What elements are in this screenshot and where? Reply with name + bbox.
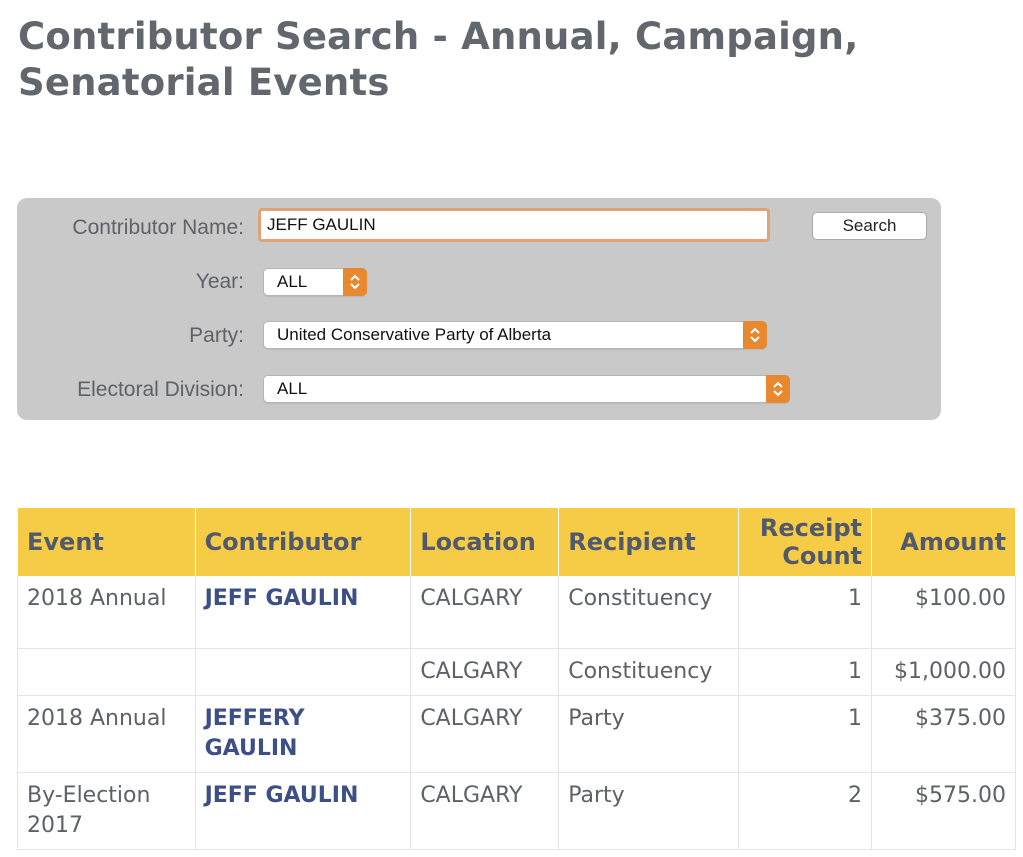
table-row: 2018 Annual JEFFERY GAULIN CALGARY Party… [17,695,1016,773]
party-select-value: United Conservative Party of Alberta [277,325,552,344]
cell-location: CALGARY [410,695,560,773]
cell-location: CALGARY [410,648,560,696]
header-recipient[interactable]: Recipient [558,508,740,576]
header-amount[interactable]: Amount [871,508,1016,576]
cell-location: CALGARY [410,772,560,850]
chevron-up-down-icon [343,268,367,296]
cell-event [17,648,196,696]
electoral-division-select[interactable]: ALL [263,375,790,403]
cell-receipt-count: 1 [738,695,873,773]
search-button[interactable]: Search [812,212,927,240]
party-label: Party: [189,324,244,347]
cell-amount: $575.00 [871,772,1016,850]
cell-recipient: Constituency [558,648,740,696]
party-select[interactable]: United Conservative Party of Alberta [263,321,767,349]
results-table: Event Contributor Location Recipient Rec… [17,508,1016,850]
cell-amount: $100.00 [871,576,1016,649]
header-event[interactable]: Event [17,508,196,576]
contributor-link[interactable] [194,648,412,696]
contributor-name-label: Contributor Name: [72,216,244,239]
cell-amount: $1,000.00 [871,648,1016,696]
table-header-row: Event Contributor Location Recipient Rec… [17,508,1016,576]
year-select[interactable]: ALL [263,268,367,296]
contributor-link[interactable]: JEFFERY GAULIN [194,695,412,773]
chevron-up-down-icon [743,321,767,349]
header-location[interactable]: Location [410,508,560,576]
cell-event: 2018 Annual [17,695,196,773]
table-row: CALGARY Constituency 1 $1,000.00 [17,648,1016,696]
cell-location: CALGARY [410,576,560,649]
header-receipt-count[interactable]: Receipt Count [738,508,873,576]
electoral-division-label: Electoral Division: [77,378,244,401]
cell-recipient: Constituency [558,576,740,649]
cell-event: 2018 Annual [17,576,196,649]
cell-receipt-count: 1 [738,648,873,696]
electoral-division-select-value: ALL [277,379,308,398]
cell-event: By-Election 2017 [17,772,196,850]
table-row: 2018 Annual JEFF GAULIN CALGARY Constitu… [17,576,1016,649]
contributor-link[interactable]: JEFF GAULIN [194,576,412,649]
contributor-name-input[interactable] [258,208,770,242]
year-label: Year: [195,270,244,293]
year-select-value: ALL [277,272,308,291]
table-row: By-Election 2017 JEFF GAULIN CALGARY Par… [17,772,1016,850]
cell-recipient: Party [558,772,740,850]
chevron-up-down-icon [766,375,790,403]
cell-recipient: Party [558,695,740,773]
search-form: Contributor Name: Search Year: ALL Party… [17,198,941,420]
page-title: Contributor Search - Annual, Campaign, S… [18,15,859,104]
cell-amount: $375.00 [871,695,1016,773]
header-contributor[interactable]: Contributor [194,508,412,576]
cell-receipt-count: 2 [738,772,873,850]
cell-receipt-count: 1 [738,576,873,649]
contributor-link[interactable]: JEFF GAULIN [194,772,412,850]
